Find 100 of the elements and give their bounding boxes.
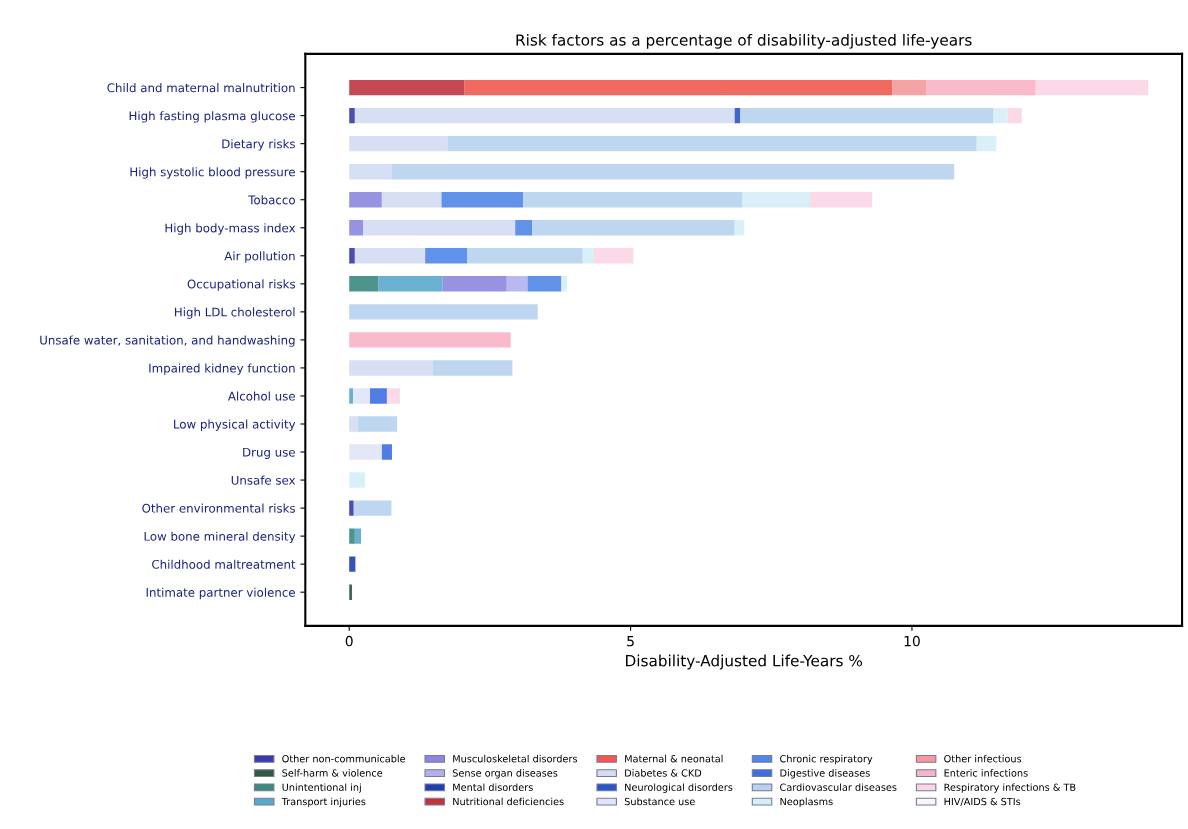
y-tick-label: Unsafe sex [231,475,296,485]
bar [354,248,426,264]
bar [349,360,433,376]
bar [363,220,516,236]
y-tick-label: Dietary risks [222,139,296,151]
bar [582,248,594,264]
bar [349,584,353,600]
bar [349,79,465,96]
bar [993,107,1008,124]
x-tick-label: 5 [627,636,634,647]
bar [447,135,977,152]
bar [370,388,387,404]
legend-label: Nutritional deficiencies [453,797,564,806]
bar [349,472,365,488]
bar [349,304,538,320]
bar [357,416,398,432]
bar [734,220,745,236]
bar [926,79,1036,96]
bar [349,444,382,460]
bar [442,276,507,292]
bar [527,276,562,292]
y-tick-label: High systolic blood pressure [130,167,295,179]
x-axis-title: Disability-Adjusted Life-Years % [626,654,863,670]
bar [349,135,448,152]
bar [740,107,994,124]
y-tick-label: Childhood maltreatment [152,559,296,569]
bar [349,248,355,264]
y-tick-label: Tobacco [248,195,295,205]
bar [378,276,443,292]
bar [742,192,811,208]
bar [349,276,379,292]
legend-label: Respiratory infections & TB [944,783,1076,793]
legend-label: Other non-communicable [282,754,406,763]
bar [594,248,634,264]
bar [349,528,355,544]
legend-label: Chronic respiratory [780,754,873,765]
legend-label: Neurological disorders [625,783,733,793]
bar [441,192,524,208]
legend-label: Neoplasms [780,797,833,808]
bar [506,276,528,292]
bar [349,220,364,236]
legend-label: Diabetes & CKD [625,769,702,777]
legend-label: Maternal & neonatal [625,754,723,763]
legend-label: Unintentional inj [282,783,361,793]
bar [892,79,927,96]
y-tick-label: Unsafe water, sanitation, and handwashing [40,335,295,347]
y-tick-label: High fasting plasma glucose [129,111,295,123]
bar [349,388,354,404]
bar [561,276,567,292]
bar [353,388,371,404]
legend-label: Enteric infections [944,769,1028,777]
bar [349,556,356,572]
legend-label: Musculoskeletal disorders [453,754,578,763]
bar [354,107,735,124]
bar [425,248,468,264]
bar [353,500,392,516]
y-tick-label: Other environmental risks [142,503,296,513]
bar [349,500,354,516]
legend-label: Mental disorders [453,783,533,791]
bar [349,163,392,180]
bar [349,416,358,432]
chart-title: Risk factors as a percentage of disability-adjusted life-years [516,33,972,49]
bar [391,163,955,180]
y-tick-label: High LDL cholesterol [174,307,295,319]
bar [381,192,442,208]
bar [523,192,743,208]
legend-label: HIV/AIDS & STIs [944,797,1021,806]
y-tick-label: Impaired kidney function [149,363,295,375]
x-tick-label: 10 [904,635,920,647]
y-tick-label: Child and maternal malnutrition [107,83,295,93]
bar [349,332,511,348]
bar [532,220,735,236]
legend-label: Sense organ diseases [452,769,558,779]
bar [354,528,362,544]
bar [467,248,583,264]
bar [810,192,872,208]
bar [349,107,355,124]
x-tick-label: 0 [345,635,353,647]
y-tick-label: Air pollution [224,251,295,263]
y-tick-label: Drug use [243,447,295,459]
bar [1035,79,1149,96]
legend-label: Transport injuries [281,797,366,808]
legend-label: Digestive diseases [780,769,870,779]
legend-label: Self-harm & violence [282,769,383,777]
bar [464,79,893,96]
y-tick-label: Low bone mineral density [144,531,296,544]
bar [976,135,997,152]
bar [1007,107,1022,124]
y-tick-label: Intimate partner violence [146,587,295,600]
bar [432,360,513,376]
bar [386,388,400,404]
legend-label: Cardiovascular diseases [780,783,897,791]
bar [515,220,533,236]
y-tick-label: Alcohol use [227,391,295,401]
legend-label: Substance use [624,797,695,806]
y-tick-label: Occupational risks [187,279,296,291]
legend-label: Other infectious [944,754,1022,763]
y-tick-label: High body-mass index [165,223,296,235]
y-tick-label: Low physical activity [174,419,296,431]
bar [381,444,392,460]
